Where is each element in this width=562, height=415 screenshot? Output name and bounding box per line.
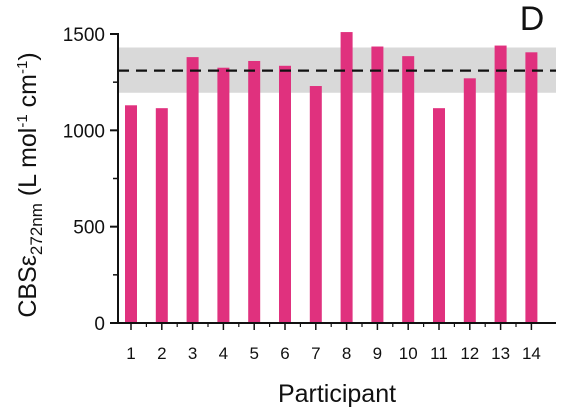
y-tick-label-0: 0: [94, 314, 105, 335]
x-tick-label-12: 12: [460, 344, 479, 363]
bar-participant-12: [463, 78, 476, 324]
x-tick-label-9: 9: [373, 344, 382, 363]
bar-participant-4: [217, 67, 230, 323]
x-tick-label-5: 5: [249, 344, 258, 363]
y-axis-title-sup2: -1: [14, 61, 31, 74]
y-tick-label-1500: 1500: [63, 25, 105, 46]
y-axis-title-main: CBS: [14, 266, 42, 317]
y-axis-title: CBSε272nm (L mol-1 cm-1): [14, 52, 46, 317]
y-axis-title-epsilon: ε: [14, 255, 42, 266]
x-tick-label-14: 14: [522, 344, 541, 363]
y-axis-title-sup1: -1: [14, 114, 31, 127]
y-axis-title-units-prefix: (L mol: [14, 128, 42, 203]
bar-participant-14: [525, 52, 538, 323]
x-tick-label-2: 2: [157, 344, 166, 363]
x-axis-title: Participant: [278, 380, 396, 408]
bar-participant-5: [248, 60, 261, 324]
x-tick-label-8: 8: [342, 344, 351, 363]
bar-participant-6: [279, 65, 291, 323]
y-axis-title-units-mid: cm: [14, 74, 42, 114]
x-tick-label-1: 1: [126, 344, 135, 363]
x-tick-label-7: 7: [311, 344, 320, 363]
bar-participant-10: [402, 56, 415, 323]
bar-participant-13: [494, 45, 507, 324]
y-axis-title-units-suffix: ): [14, 52, 42, 60]
x-tick-label-11: 11: [430, 344, 448, 363]
bar-participant-9: [371, 46, 384, 323]
x-ticks-group: 1 2 3 4 5 6 7 8 9 10 11 12 13 14: [126, 323, 541, 363]
y-ticks-group: 0 500 1000 1500: [63, 25, 118, 335]
bar-participant-3: [186, 57, 199, 324]
x-tick-label-3: 3: [188, 344, 197, 363]
x-tick-label-4: 4: [219, 344, 228, 363]
x-tick-label-6: 6: [280, 344, 289, 363]
y-axis-title-subscript: 272nm: [27, 203, 46, 255]
bar-participant-2: [155, 108, 168, 323]
bar-participant-11: [433, 108, 445, 323]
y-tick-label-500: 500: [73, 218, 105, 239]
y-tick-label-1000: 1000: [63, 121, 105, 142]
bars-group: [125, 32, 538, 324]
x-tick-label-13: 13: [491, 344, 510, 363]
bar-participant-8: [340, 32, 353, 323]
bar-participant-7: [309, 86, 322, 324]
bar-participant-1: [125, 105, 137, 323]
panel-label: D: [520, 0, 545, 38]
x-tick-label-10: 10: [399, 344, 418, 363]
